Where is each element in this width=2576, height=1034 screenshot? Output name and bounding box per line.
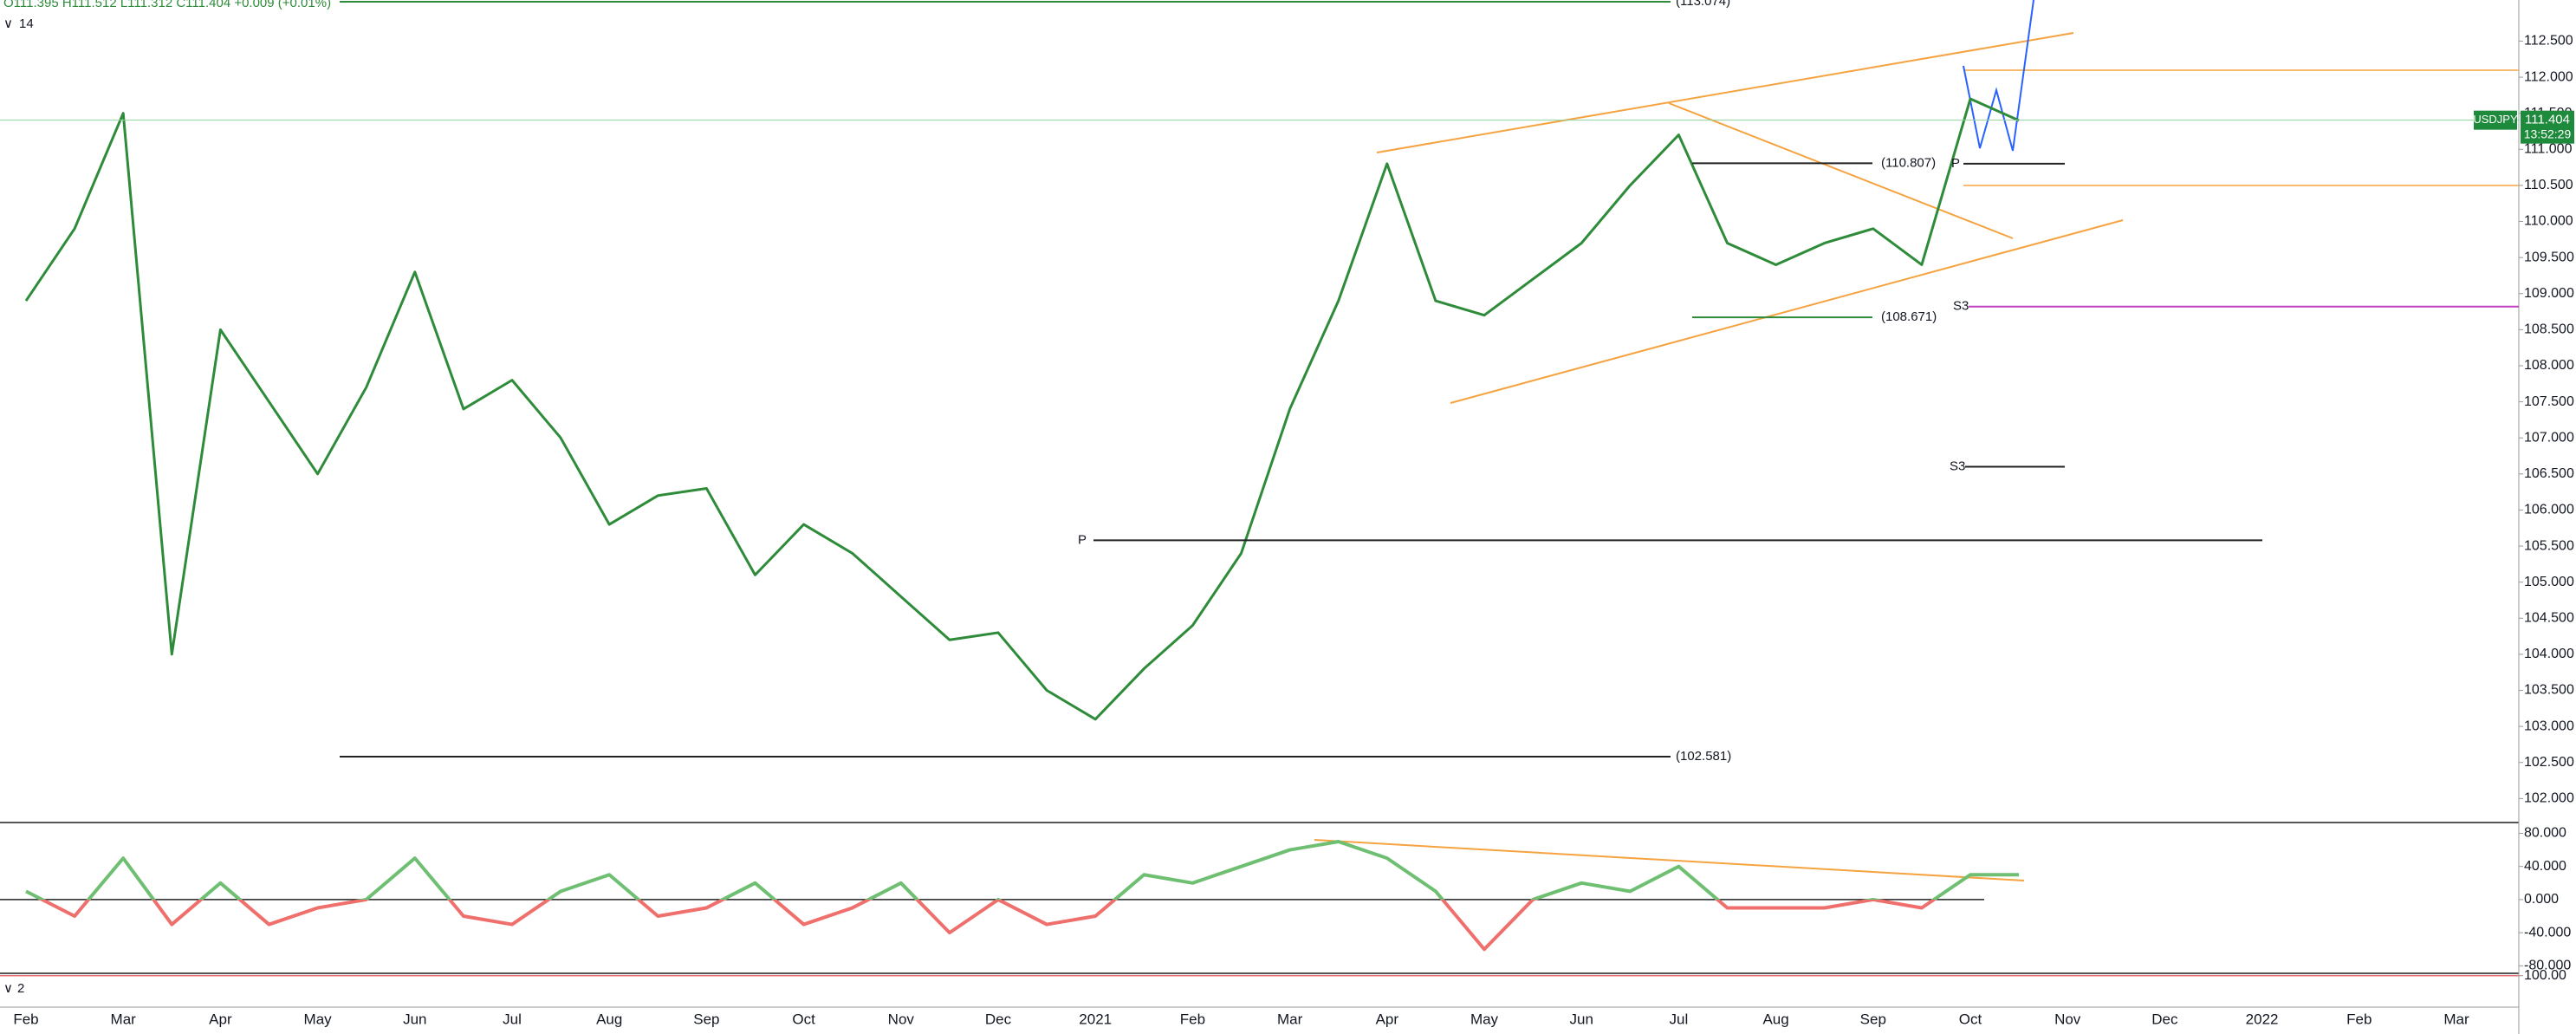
x-tick-label: Oct	[792, 1011, 815, 1027]
x-tick-label: Dec	[2151, 1011, 2178, 1027]
y-tick-label: 106.000	[2524, 503, 2574, 517]
panel-title: 2	[17, 981, 24, 996]
level-label: S3	[1953, 299, 1969, 314]
y-tick-label: 100.00	[2524, 968, 2566, 983]
x-tick-label: Apr	[1376, 1011, 1399, 1027]
y-tick-label: 102.500	[2524, 755, 2574, 770]
x-tick-label: Feb	[1180, 1011, 1205, 1027]
y-tick-label: -40.000	[2524, 925, 2571, 940]
y-tick-label: 111.000	[2524, 142, 2573, 157]
x-tick-label: Oct	[1959, 1011, 1982, 1027]
x-tick-label: Mar	[1277, 1011, 1303, 1027]
oscillator-line	[25, 840, 2020, 952]
ohlc-header: O111.395 H111.512 L111.312 C111.404 +0.0…	[3, 0, 331, 10]
indicator-toggle[interactable]: ∨	[3, 16, 13, 31]
y-tick-label: 104.000	[2524, 647, 2574, 661]
x-tick-label: Aug	[596, 1011, 622, 1027]
x-tick-label: Apr	[209, 1011, 232, 1027]
y-tick-label: -80.000	[2524, 959, 2571, 973]
x-tick-label: 2021	[1079, 1011, 1112, 1027]
level-label: (113.074)	[1676, 0, 1730, 9]
x-tick-label: Nov	[2054, 1011, 2081, 1027]
x-tick-label: 2022	[2246, 1011, 2279, 1027]
level-label: P	[1951, 156, 1960, 171]
trend-line	[1376, 32, 2074, 153]
y-tick-label: 104.500	[2524, 611, 2574, 626]
trend-line	[1314, 839, 2025, 881]
x-tick-label: Jul	[1670, 1011, 1689, 1027]
level-label: (110.807)	[1881, 155, 1936, 170]
trend-line	[1668, 102, 2014, 239]
x-tick-label: Mar	[2443, 1011, 2469, 1027]
y-tick-label: 103.000	[2524, 719, 2574, 733]
price-tag	[2521, 110, 2574, 144]
y-tick-label: 110.500	[2524, 178, 2573, 192]
level-label: P	[1078, 532, 1087, 547]
indicator-toggle[interactable]: ∨	[3, 981, 13, 996]
x-tick-label: Feb	[2346, 1011, 2372, 1027]
level-label: S3	[1950, 458, 1965, 473]
y-tick-label: 80.000	[2524, 826, 2566, 841]
symbol-label: USDJPY	[2473, 113, 2518, 126]
x-tick-label: Jul	[503, 1011, 522, 1027]
y-tick-label: 106.500	[2524, 466, 2574, 481]
y-tick-label: 107.000	[2524, 430, 2574, 445]
y-tick-label: 103.500	[2524, 683, 2574, 698]
x-tick-label: Nov	[888, 1011, 915, 1027]
y-tick-label: 109.500	[2524, 250, 2574, 264]
y-tick-label: 105.000	[2524, 575, 2574, 589]
x-tick-label: Dec	[985, 1011, 1012, 1027]
x-tick-label: May	[304, 1011, 333, 1027]
projection-path	[1963, 0, 2034, 152]
countdown-label: 13:52:29	[2524, 127, 2572, 140]
x-tick-label: Mar	[111, 1011, 137, 1027]
y-tick-label: 105.500	[2524, 538, 2574, 553]
y-tick-label: 110.000	[2524, 214, 2573, 229]
x-tick-label: Sep	[1860, 1011, 1886, 1027]
y-tick-label: 112.000	[2524, 69, 2573, 84]
x-tick-label: Aug	[1762, 1011, 1788, 1027]
indicator-length: 14	[19, 16, 34, 31]
x-tick-label: May	[1470, 1011, 1499, 1027]
y-tick-label: 108.000	[2524, 358, 2574, 373]
y-tick-label: 108.500	[2524, 322, 2574, 337]
x-tick-label: Jun	[403, 1011, 426, 1027]
level-label: (108.671)	[1881, 309, 1937, 324]
x-tick-label: Sep	[693, 1011, 719, 1027]
level-label: (102.581)	[1676, 749, 1731, 764]
price-tag-label: 111.404	[2525, 113, 2570, 127]
y-tick-label: 107.500	[2524, 394, 2574, 409]
y-tick-label: 40.000	[2524, 859, 2566, 874]
y-tick-label: 102.000	[2524, 791, 2574, 806]
price-line	[24, 97, 2020, 721]
y-tick-label: 112.500	[2524, 34, 2573, 49]
y-tick-label: 0.000	[2524, 892, 2559, 907]
trend-line	[1450, 219, 2124, 404]
x-tick-label: Jun	[1569, 1011, 1593, 1027]
x-tick-label: Feb	[13, 1011, 38, 1027]
symbol-tag	[2474, 110, 2517, 130]
y-tick-label: 109.000	[2524, 286, 2574, 301]
